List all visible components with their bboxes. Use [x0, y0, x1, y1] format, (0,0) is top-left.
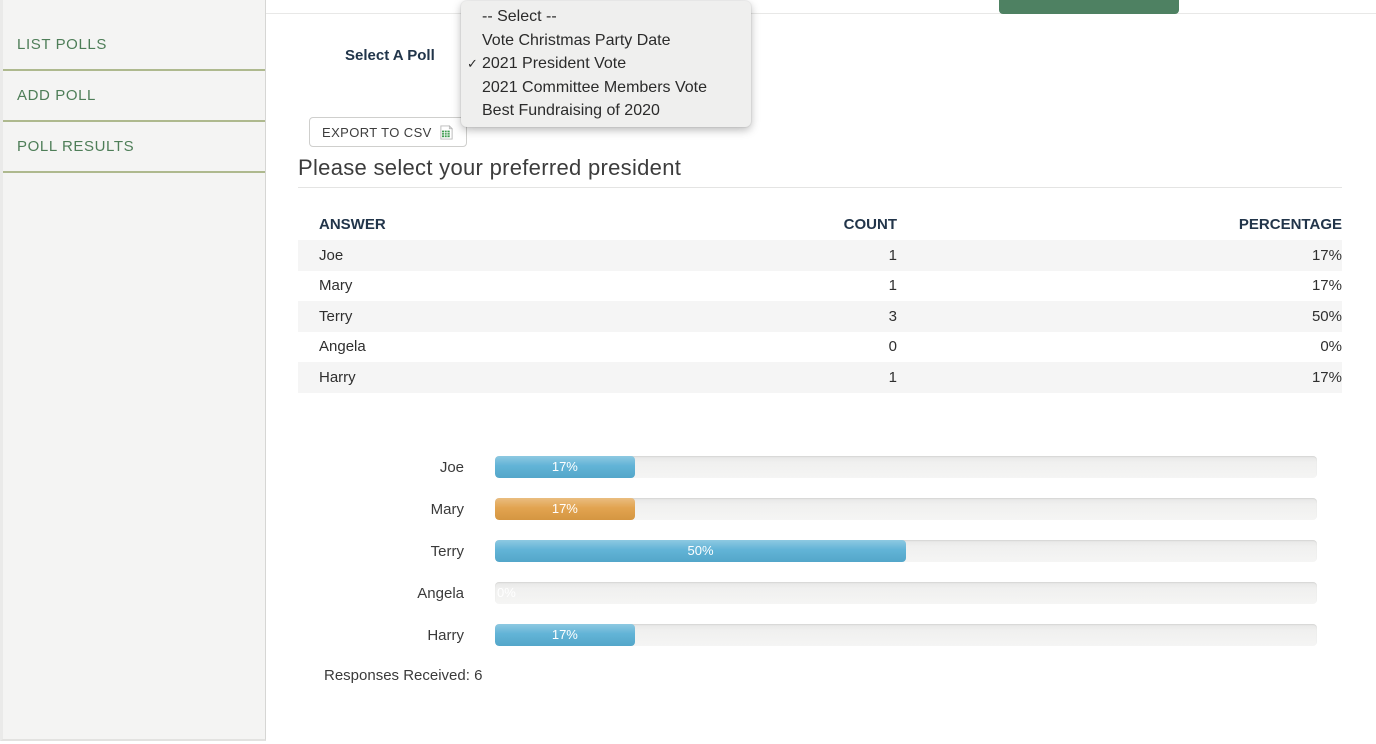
header-action-button[interactable] — [999, 0, 1179, 14]
bar-row: Angela 0% — [266, 582, 1366, 604]
bar-value-label: 17% — [551, 627, 578, 642]
results-bar-chart: Joe 17% Mary 17% Terry 50% Angela 0 — [266, 456, 1366, 666]
table-row: Terry 3 50% — [298, 301, 1342, 332]
bar-fill — [495, 498, 635, 520]
dropdown-option-committee-vote[interactable]: 2021 Committee Members Vote — [482, 78, 707, 96]
export-to-csv-button[interactable]: EXPORT TO CSV — [309, 117, 467, 147]
dropdown-option-christmas-party[interactable]: Vote Christmas Party Date — [482, 31, 671, 49]
sidebar-item-label: LIST POLLS — [17, 36, 107, 53]
bar-row: Harry 17% — [266, 624, 1366, 646]
table-row: Mary 1 17% — [319, 277, 1342, 295]
bar-fill — [495, 540, 906, 562]
column-header-count: COUNT — [843, 216, 897, 233]
table-row: Joe 1 17% — [298, 240, 1342, 271]
responses-received-text: Responses Received: 6 — [324, 667, 483, 684]
dropdown-option-best-fundraising[interactable]: Best Fundraising of 2020 — [482, 102, 660, 119]
poll-title-section: Please select your preferred president — [298, 155, 1342, 188]
bar-row: Mary 17% — [266, 498, 1366, 520]
table-row: Angela 0 0% — [319, 338, 1342, 356]
bar-track: 0% — [495, 582, 1317, 604]
sidebar-item-list-polls[interactable]: LIST POLLS — [3, 20, 265, 71]
sidebar-item-label: POLL RESULTS — [17, 138, 135, 155]
table-row: Harry 1 17% — [298, 362, 1342, 393]
table-body: Joe 1 17% Mary 1 17% Terry 3 50% Angela … — [298, 240, 1342, 393]
bar-fill — [495, 456, 635, 478]
bar-fill — [495, 624, 635, 646]
sidebar-item-poll-results[interactable]: POLL RESULTS — [3, 122, 265, 173]
bar-value-label: 17% — [551, 459, 578, 474]
bar-row: Joe 17% — [266, 456, 1366, 478]
results-table: ANSWER COUNT PERCENTAGE Joe 1 17% Mary 1… — [298, 209, 1342, 393]
bar-value-label: 0% — [497, 585, 516, 600]
bar-track: 17% — [495, 456, 1317, 478]
sidebar-item-label: ADD POLL — [17, 87, 96, 104]
checkmark-icon: ✓ — [467, 56, 478, 71]
select-a-poll-label: Select A Poll — [345, 47, 435, 64]
poll-title: Please select your preferred president — [298, 155, 682, 180]
column-header-percentage: PERCENTAGE — [1238, 216, 1342, 233]
sidebar-item-add-poll[interactable]: ADD POLL — [3, 71, 265, 122]
bar-track: 17% — [495, 624, 1317, 646]
sidebar: LIST POLLS ADD POLL POLL RESULTS — [0, 0, 266, 741]
bar-row: Terry 50% — [266, 540, 1366, 562]
column-header-answer: ANSWER — [319, 216, 386, 233]
dropdown-option-president-vote-selected[interactable]: ✓ 2021 President Vote — [461, 52, 751, 76]
bar-track: 50% — [495, 540, 1317, 562]
top-bar — [266, 0, 1376, 14]
main-content: Select A Poll -- Select -- Vote Christma… — [266, 0, 1376, 744]
table-header-row: ANSWER COUNT PERCENTAGE — [298, 209, 1342, 240]
bar-value-label: 50% — [687, 543, 714, 558]
poll-select-dropdown: -- Select -- Vote Christmas Party Date ✓… — [461, 1, 751, 127]
dropdown-option-select-placeholder[interactable]: -- Select -- — [482, 8, 557, 25]
bar-track: 17% — [495, 498, 1317, 520]
spreadsheet-icon — [440, 124, 453, 140]
export-to-csv-label: EXPORT TO CSV — [322, 124, 432, 140]
bar-value-label: 17% — [551, 501, 578, 516]
